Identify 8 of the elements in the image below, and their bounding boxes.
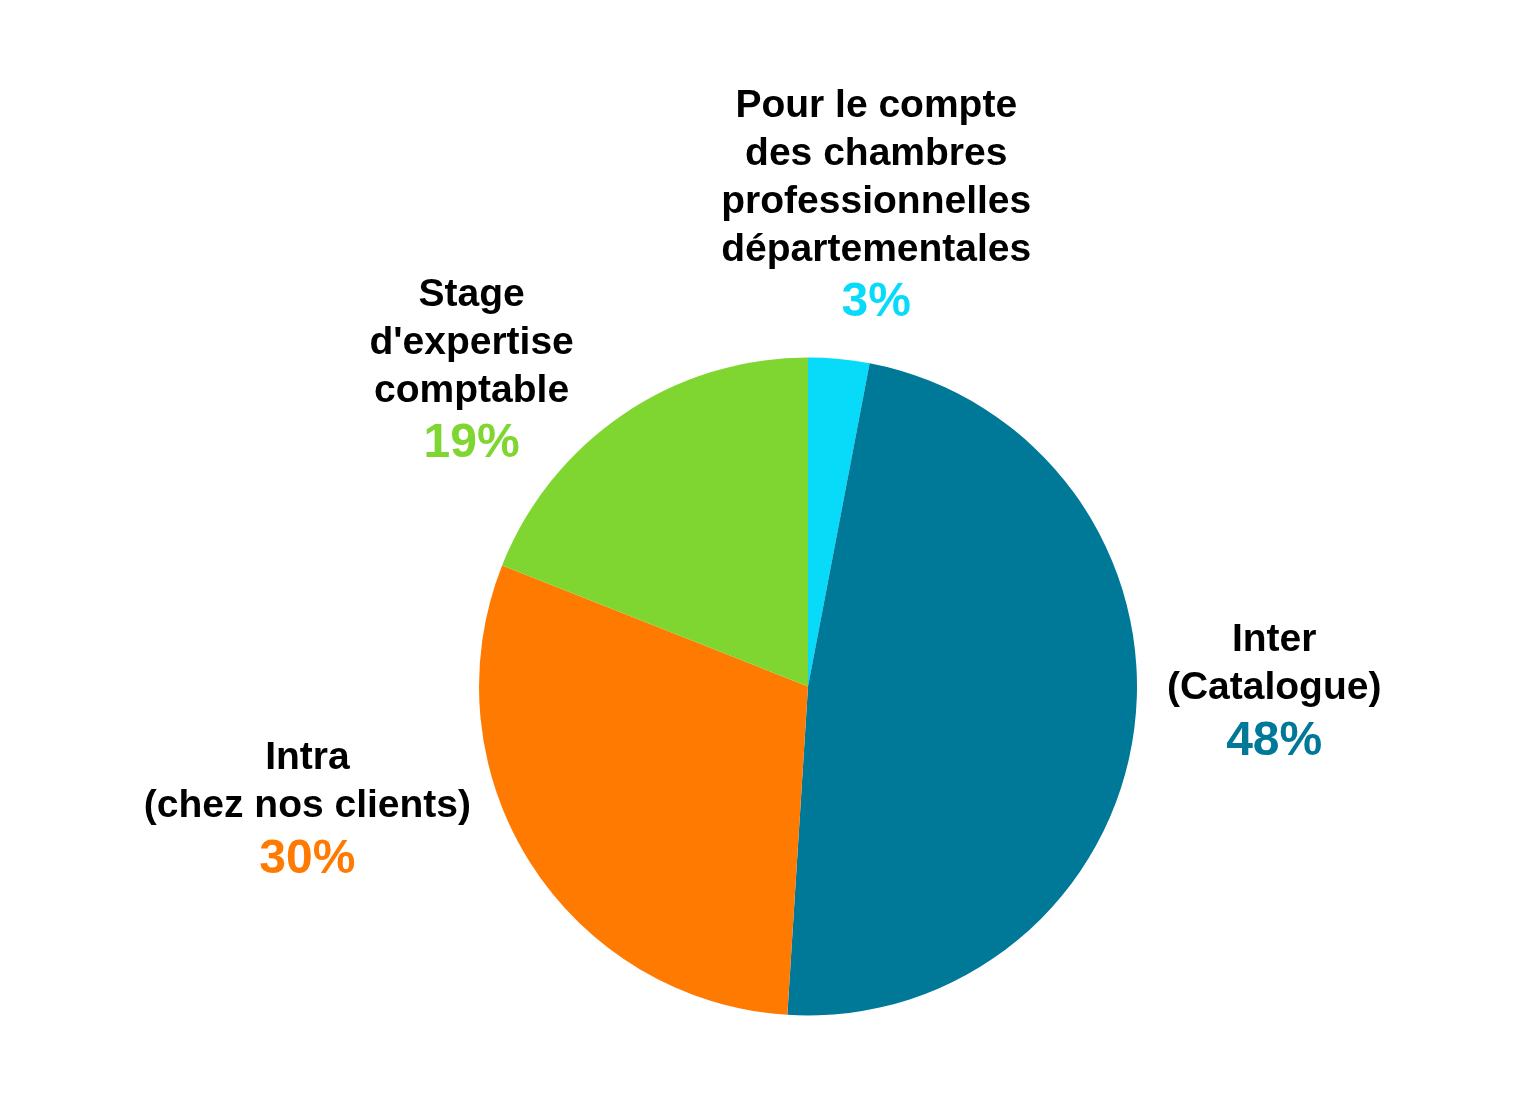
data-label: 48% [1226,711,1323,765]
slice-label: Inter (Catalogue) [1166,616,1382,708]
slice-label: Intra (chez nos clients) [143,734,471,826]
data-label: 19% [423,414,520,468]
data-label: 30% [259,829,356,883]
data-label: 3% [841,273,911,327]
slice-label: Stage d'expertise comptable [369,270,574,410]
slice-label: Pour le compte des chambres professionnelles départementales [721,81,1032,269]
